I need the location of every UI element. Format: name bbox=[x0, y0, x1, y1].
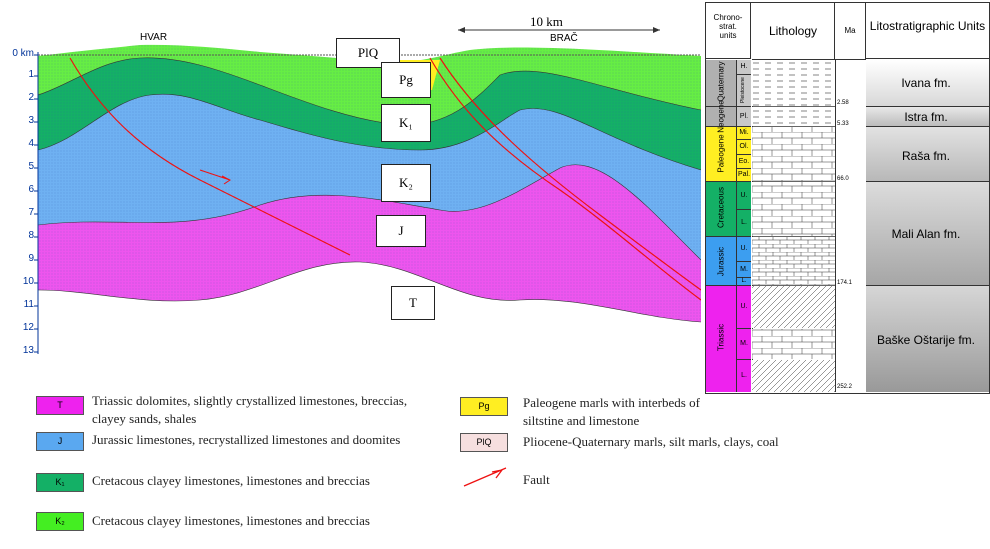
epoch: U. bbox=[737, 286, 751, 329]
age-label: 252.2 bbox=[837, 384, 852, 390]
depth-tick: 9 bbox=[4, 253, 34, 264]
legend-swatch-t: T bbox=[36, 396, 84, 415]
legend-swatch-j: J bbox=[36, 432, 84, 451]
age-label: 5.33 bbox=[837, 121, 849, 127]
depth-tick: 13 bbox=[4, 345, 34, 356]
epoch: M. bbox=[737, 262, 751, 278]
legend-swatch-plq: PlQ bbox=[460, 433, 508, 452]
formation-baske-ostarije: Baške Oštarije fm. bbox=[866, 333, 986, 347]
epoch: Mi. bbox=[737, 127, 751, 140]
epoch-pleistocene-label: Pleistocene bbox=[740, 71, 746, 109]
strat-column: Chrono- strat. units Lithology Ma Litost… bbox=[705, 2, 990, 394]
label-t: T bbox=[391, 286, 435, 320]
header-chrono: Chrono- strat. units bbox=[706, 3, 751, 59]
epoch: Pal. bbox=[737, 169, 751, 182]
label-k2: K₂ bbox=[381, 164, 431, 202]
legend-swatch-pg: Pg bbox=[460, 397, 508, 416]
legend-text-pg: Paleogene marls with interbeds of siltst… bbox=[523, 394, 743, 430]
epoch: M. bbox=[737, 329, 751, 360]
place-hvar: HVAR bbox=[140, 32, 167, 43]
label-pg: Pg bbox=[381, 62, 431, 98]
epoch: L. bbox=[737, 210, 751, 237]
period-label: Triassic bbox=[717, 315, 726, 361]
formation-mali-alan: Mali Alan fm. bbox=[866, 227, 986, 241]
legend-swatch-k2: K₂ bbox=[36, 512, 84, 531]
header-units: Litostratigraphic Units bbox=[866, 3, 989, 59]
age-label: 2.58 bbox=[837, 100, 849, 106]
epoch: L. bbox=[737, 278, 751, 286]
legend-text-t: Triassic dolomites, slightly crystallize… bbox=[92, 392, 432, 428]
legend-text-j: Jurassic limestones, recrystallized lime… bbox=[92, 431, 412, 449]
header-lithology: Lithology bbox=[752, 3, 835, 60]
epoch: Eo. bbox=[737, 155, 751, 169]
age-label: 174.1 bbox=[837, 280, 852, 286]
depth-tick: 7 bbox=[4, 207, 34, 218]
epoch: L. bbox=[737, 360, 751, 392]
formation-ivana: Ivana fm. bbox=[866, 76, 986, 90]
depth-tick: 4 bbox=[4, 138, 34, 149]
lithology-column bbox=[752, 60, 835, 392]
header-ma: Ma bbox=[835, 3, 866, 60]
epoch: Pl. bbox=[737, 107, 751, 127]
epoch: U. bbox=[737, 182, 751, 210]
label-j: J bbox=[376, 215, 426, 247]
epoch: U. bbox=[737, 237, 751, 262]
depth-tick: 6 bbox=[4, 184, 34, 195]
depth-tick: 11 bbox=[4, 299, 34, 310]
period-label: Jurassic bbox=[717, 239, 726, 285]
fault-icon bbox=[462, 466, 508, 488]
period-label: Paleogene bbox=[717, 131, 726, 177]
period-label: Cretaceous bbox=[717, 185, 726, 231]
depth-tick: 3 bbox=[4, 115, 34, 126]
depth-tick: 0 km bbox=[4, 48, 34, 59]
depth-tick: 5 bbox=[4, 161, 34, 172]
depth-tick: 12 bbox=[4, 322, 34, 333]
depth-tick: 2 bbox=[4, 92, 34, 103]
legend-swatch-k1: K₁ bbox=[36, 473, 84, 492]
depth-tick: 1 bbox=[4, 69, 34, 80]
scale-label: 10 km bbox=[530, 14, 563, 30]
legend-text-plq: Pliocene-Quaternary marls, silt marls, c… bbox=[523, 433, 923, 451]
legend-text-k1: Cretacous clayey limestones, limestones … bbox=[92, 472, 392, 490]
depth-tick: 10 bbox=[4, 276, 34, 287]
legend-text-k2: Cretacous clayey limestones, limestones … bbox=[92, 512, 392, 530]
place-brac: BRAČ bbox=[550, 33, 578, 44]
age-label: 66.0 bbox=[837, 176, 849, 182]
formation-istra: Istra fm. bbox=[866, 110, 986, 124]
formation-rasa: Raša fm. bbox=[866, 149, 986, 163]
epoch: Ol. bbox=[737, 140, 751, 155]
legend-text-fault: Fault bbox=[523, 471, 550, 489]
ma-column bbox=[835, 60, 867, 392]
depth-tick: 8 bbox=[4, 230, 34, 241]
label-k1: K₁ bbox=[381, 104, 431, 142]
